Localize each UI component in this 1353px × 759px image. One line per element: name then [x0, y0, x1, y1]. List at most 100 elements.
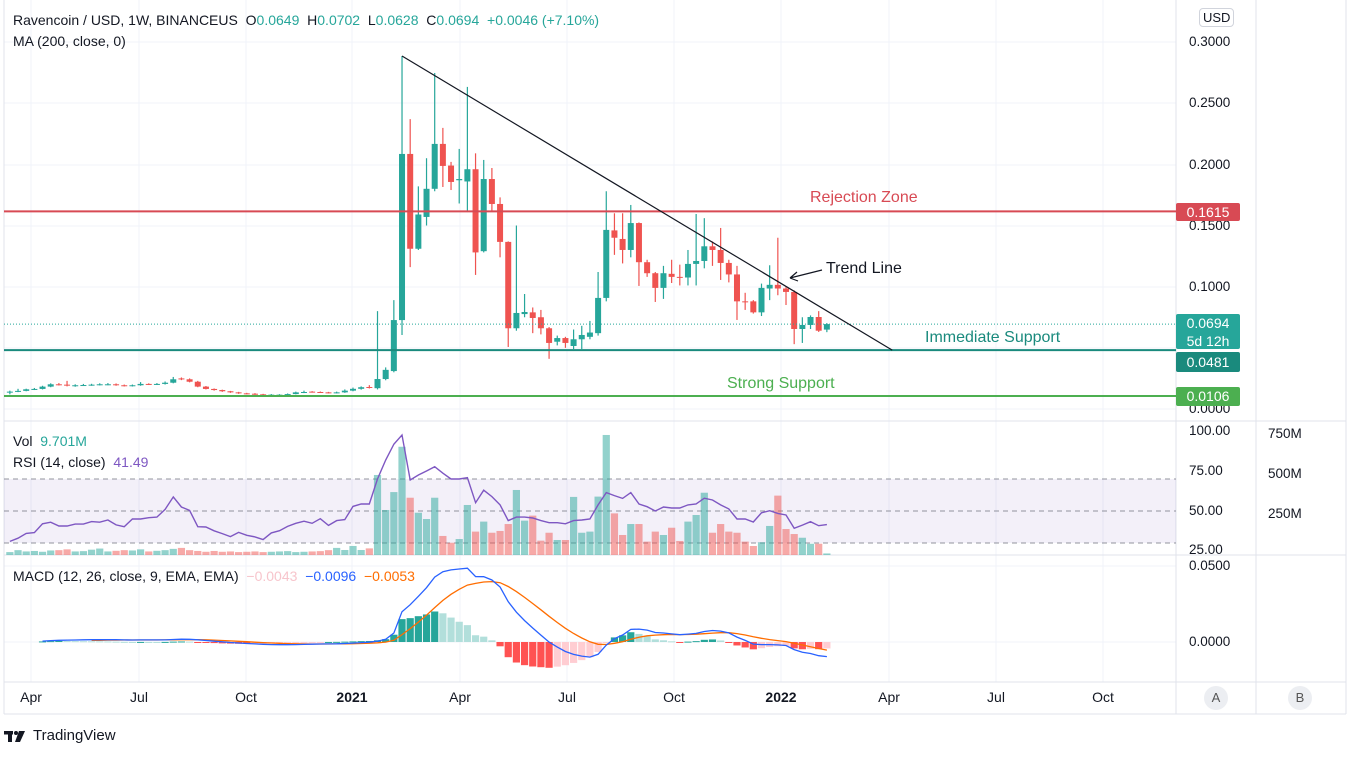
auto-scale-button[interactable]: A	[1204, 686, 1228, 710]
volume-bar	[63, 549, 71, 555]
volume-bar	[226, 551, 235, 555]
candle-down	[260, 394, 267, 396]
volume-bar	[553, 539, 561, 555]
candle-down	[235, 392, 242, 394]
volume-bar	[700, 492, 708, 555]
candle-up	[137, 383, 144, 386]
rsi-tick: 50.00	[1189, 503, 1223, 518]
currency-button[interactable]: USD	[1199, 8, 1235, 27]
macd-pane	[38, 567, 831, 668]
candle-up	[47, 384, 54, 387]
rsi-tick: 100.00	[1189, 423, 1231, 438]
candle-down	[121, 385, 128, 387]
candle-down	[251, 393, 258, 395]
volume-bar	[22, 551, 30, 555]
volume-tick: 250M	[1268, 506, 1302, 521]
rsi-legend[interactable]: RSI (14, close) 41.49	[13, 452, 148, 472]
volume-bar	[341, 549, 349, 555]
macd-histogram-bar	[708, 639, 717, 642]
volume-tick: 750M	[1268, 426, 1302, 441]
volume-bar	[422, 519, 431, 555]
candle-up	[39, 386, 46, 389]
symbol-title: Ravencoin / USD, 1W, BINANCEUS	[13, 12, 238, 28]
macd-histogram-bar	[733, 642, 741, 646]
volume-bar	[112, 550, 120, 555]
volume-bar	[774, 495, 782, 555]
volume-bar	[447, 542, 455, 555]
immediate-support-price-label: 0.0481	[1176, 352, 1240, 372]
candle-down	[497, 203, 504, 242]
strong-support-price-label: 0.0106	[1176, 387, 1240, 406]
volume-bar	[586, 531, 594, 555]
volume-legend[interactable]: Vol 9.701M	[13, 431, 87, 451]
tradingview-brand[interactable]: TradingView	[4, 727, 116, 744]
candle-down	[668, 273, 675, 277]
volume-bar	[594, 496, 602, 555]
time-tick: Apr	[878, 689, 900, 705]
candle-down	[113, 384, 120, 386]
macd-histogram-bar	[136, 641, 145, 643]
candle-down	[717, 249, 724, 263]
volume-bar	[177, 547, 186, 555]
macd-histogram-bar	[431, 611, 439, 642]
macd-line-value: −0.0096	[305, 568, 357, 584]
candle-up	[341, 390, 348, 393]
volume-bar	[406, 497, 414, 555]
candle-up	[162, 382, 169, 384]
macd-histogram-bar	[169, 641, 177, 643]
volume-bar	[414, 512, 422, 555]
candle-up	[480, 179, 487, 252]
candle-up	[382, 369, 389, 380]
volume-bar	[71, 551, 79, 555]
macd-histogram-bar	[300, 642, 308, 643]
candle-up	[660, 273, 667, 288]
volume-bar	[815, 543, 823, 555]
volume-bar	[251, 551, 259, 555]
macd-histogram-bar	[341, 641, 349, 643]
macd-histogram-bar	[104, 641, 112, 643]
candle-up	[701, 246, 708, 261]
candle-up	[799, 324, 806, 329]
time-tick: Apr	[449, 689, 471, 705]
tradingview-logo-icon	[4, 730, 25, 742]
candle-down	[546, 328, 553, 343]
time-tick: Apr	[20, 689, 42, 705]
candle-down	[505, 241, 512, 329]
macd-legend[interactable]: MACD (12, 26, close, 9, EMA, EMA) −0.004…	[13, 566, 415, 586]
volume-bar	[14, 550, 22, 555]
macd-histogram-bar	[520, 642, 529, 666]
change-value: +0.0046 (+7.10%)	[487, 12, 600, 28]
candle-down	[750, 301, 757, 313]
volume-bar	[136, 549, 145, 555]
candle-up	[684, 263, 691, 278]
volume-bar	[218, 551, 226, 555]
candle-down	[64, 384, 71, 386]
volume-bar	[561, 539, 570, 555]
volume-bar	[439, 535, 447, 555]
macd-histogram-bar	[38, 641, 47, 643]
candle-up	[170, 379, 177, 383]
candle-up	[6, 391, 13, 393]
macd-histogram-bar	[292, 642, 300, 643]
macd-histogram-bar	[47, 641, 55, 643]
candle-down	[733, 274, 740, 302]
candle-up	[578, 334, 585, 340]
volume-bar	[186, 550, 194, 555]
volume-bar	[96, 548, 104, 555]
macd-histogram-bar	[488, 640, 496, 642]
time-tick: Oct	[663, 689, 685, 705]
volume-bar	[324, 550, 333, 555]
candle-down	[219, 390, 226, 392]
candle-up	[766, 284, 773, 289]
candle-up	[104, 384, 111, 386]
volume-bar	[823, 553, 831, 555]
volume-bar	[79, 551, 87, 555]
candle-down	[644, 262, 651, 274]
candle-down	[742, 301, 749, 303]
volume-bar	[455, 539, 463, 555]
candle-down	[145, 383, 152, 385]
ma-legend[interactable]: MA (200, close, 0)	[13, 33, 126, 49]
current-price: 0.0694	[1186, 315, 1230, 331]
scale-b-button[interactable]: B	[1288, 686, 1312, 710]
